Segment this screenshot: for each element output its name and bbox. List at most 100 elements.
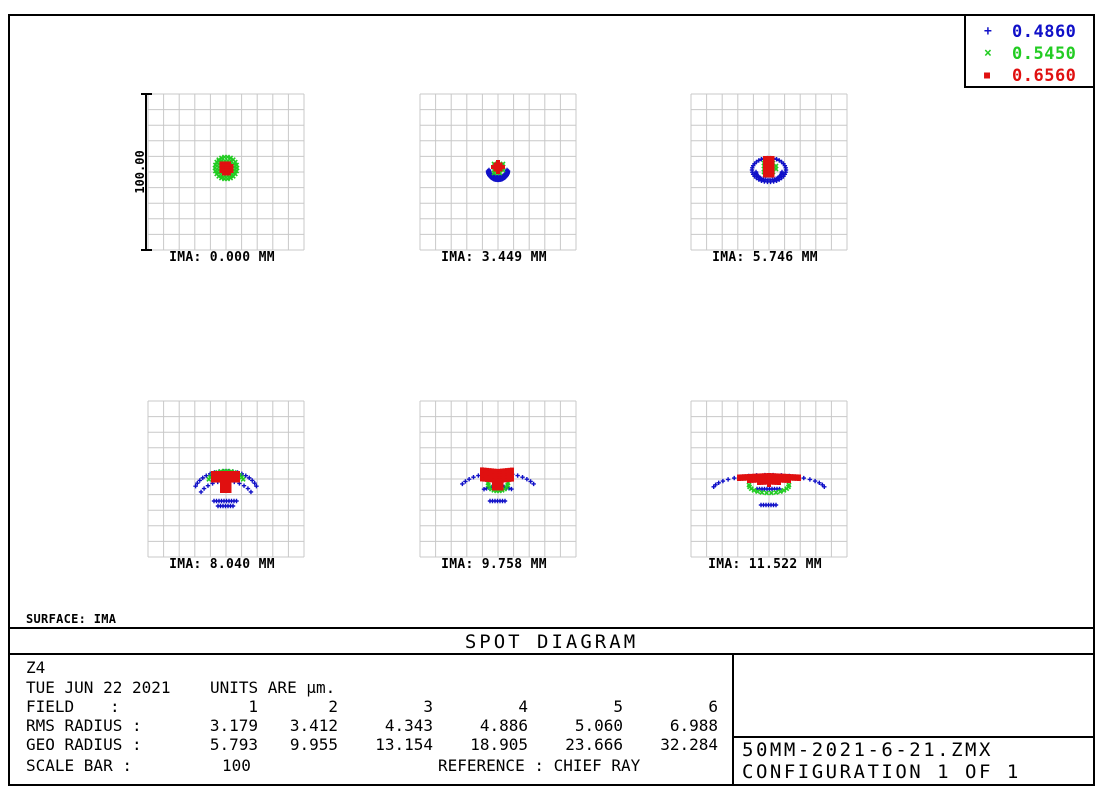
reference-text: REFERENCE : CHIEF RAY	[438, 756, 641, 775]
spot-point-red	[787, 474, 791, 478]
spot-point-red	[502, 478, 507, 483]
spot-point-red	[480, 469, 484, 474]
spot-point-red	[777, 473, 781, 478]
spot-point-red	[482, 472, 487, 477]
spot-point-red	[792, 476, 796, 481]
file-info: 50MM-2021-6-21.ZMX CONFIGURATION 1 OF 1	[734, 736, 1095, 786]
spot-point-red	[225, 479, 229, 483]
spot-point-red	[487, 470, 492, 475]
spot-point-red	[772, 473, 776, 478]
info-line-1: Z4	[26, 658, 46, 677]
spot-point-red	[485, 472, 489, 477]
spot-point-red	[502, 475, 507, 480]
spot-point-red	[497, 481, 501, 486]
spot-point-red	[487, 475, 492, 480]
legend-label-3: 0.6560	[1012, 66, 1077, 86]
spot-point-red	[213, 476, 218, 480]
spot-point-red	[225, 489, 229, 493]
spot-point-red	[211, 476, 215, 480]
spot-point-red	[768, 158, 772, 163]
spot-point-red	[221, 166, 226, 171]
spot-point-green	[755, 489, 761, 495]
spot-point-red	[752, 473, 756, 478]
spot-point-red	[744, 474, 749, 479]
spot-point-red	[759, 480, 764, 485]
spot-point-red	[226, 168, 231, 173]
field-number-5: 5	[613, 697, 623, 716]
spot-point-blue	[200, 475, 205, 481]
spot-point-red	[231, 473, 235, 478]
spot-point-red	[220, 484, 224, 488]
spot-point-blue	[471, 474, 476, 480]
spot-point-blue	[502, 498, 508, 504]
field-number-3: 3	[423, 697, 433, 716]
spot-point-red	[510, 475, 514, 480]
configuration-text: CONFIGURATION 1 OF 1	[742, 761, 1021, 783]
spot-point-blue	[476, 473, 481, 478]
spot-point-red	[770, 168, 775, 173]
spot-point-red	[782, 473, 786, 478]
spot-point-red	[768, 156, 772, 160]
spot-point-red	[749, 473, 754, 478]
spot-point-red	[482, 470, 487, 475]
spot-point-red	[500, 473, 504, 478]
spot-point-red	[764, 480, 769, 485]
spot-point-red	[779, 478, 784, 483]
spot-point-red	[739, 474, 744, 479]
spot-point-red	[490, 475, 494, 480]
spot-point-red	[492, 471, 497, 476]
spot-point-red	[507, 472, 512, 477]
spot-point-red	[213, 473, 218, 478]
spot-point-green	[212, 162, 218, 168]
spot-point-red	[759, 473, 764, 478]
spot-point-red	[787, 476, 791, 481]
field-label-5: IMA: 9.758 MM	[441, 557, 547, 572]
spot-point-blue	[822, 484, 827, 490]
spot-point-red	[765, 171, 770, 175]
spot-point-red	[492, 481, 496, 486]
spot-point-red	[497, 468, 502, 473]
spot-point-blue	[250, 478, 255, 483]
spot-point-red	[770, 158, 775, 163]
plot-frame	[8, 14, 1095, 786]
cross-marker-icon: ×	[984, 46, 992, 61]
spot-point-green	[784, 486, 790, 492]
geo-value-3: 13.154	[375, 735, 433, 754]
field-label-3: IMA: 5.746 MM	[712, 250, 818, 265]
spot-point-red	[480, 477, 484, 482]
spot-point-green	[781, 487, 787, 493]
spot-point-red	[737, 477, 741, 481]
spot-point-red	[218, 471, 223, 475]
geo-value-2: 9.955	[289, 735, 338, 754]
spot-point-red	[491, 165, 495, 169]
spot-point-red	[764, 473, 769, 478]
spot-point-red	[749, 476, 754, 481]
spot-point-red	[226, 476, 230, 480]
spot-point-red	[764, 475, 769, 480]
spot-point-red	[487, 473, 492, 478]
spot-point-red	[769, 478, 774, 483]
spot-point-blue	[759, 157, 764, 162]
spot-point-red	[768, 173, 772, 178]
spot-point-red	[763, 156, 767, 160]
spot-point-red	[782, 476, 786, 481]
spot-point-red	[505, 475, 509, 480]
spot-point-red	[216, 473, 220, 478]
spot-point-red	[765, 156, 770, 160]
spot-point-red	[225, 481, 229, 486]
spot-point-red	[490, 468, 494, 473]
spot-point-red	[494, 484, 499, 488]
spot-point-red	[233, 478, 238, 483]
spot-point-red	[495, 468, 499, 473]
spot-point-red	[220, 489, 224, 493]
spot-point-red	[496, 167, 500, 172]
spot-point-red	[777, 476, 781, 480]
spot-point-red	[749, 478, 754, 483]
spot-point-red	[500, 476, 504, 481]
spot-point-red	[221, 163, 226, 168]
spot-point-blue	[460, 481, 465, 487]
spot-point-blue	[463, 479, 468, 484]
spot-point-red	[485, 467, 489, 472]
spot-point-red	[499, 481, 504, 486]
spot-point-red	[763, 173, 767, 178]
